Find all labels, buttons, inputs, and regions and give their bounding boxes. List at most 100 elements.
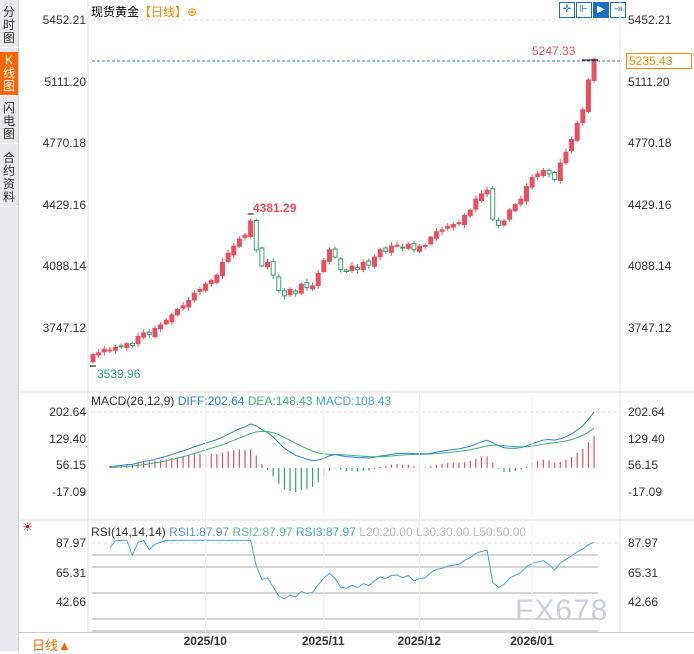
macd-axis-label-right: 56.15: [628, 458, 659, 473]
rsi-axis-label: 65.31: [55, 565, 86, 580]
candle-body: [552, 171, 558, 180]
jump-to-end-icon[interactable]: ⇥: [610, 2, 626, 18]
candle-body: [180, 305, 186, 309]
candle-body: [383, 247, 389, 253]
macd-axis-label-right: 129.40: [628, 431, 665, 446]
candle-body: [242, 234, 248, 239]
macd-axis-label: 56.15: [55, 458, 86, 473]
candle-body: [118, 345, 124, 348]
price-axis-label-right: 4429.16: [628, 197, 672, 212]
candle-body: [518, 198, 524, 205]
candle-body: [450, 224, 456, 228]
current-price-badge: 5235.43: [626, 53, 692, 69]
candle-body: [152, 327, 158, 338]
candle-body: [203, 283, 209, 291]
candle-body: [580, 109, 586, 124]
candle-body: [462, 214, 468, 226]
price-axis-label-right: 5111.20: [628, 74, 670, 89]
price-axis-label: 4088.14: [42, 259, 86, 274]
candle-body: [310, 285, 316, 290]
candle-body: [214, 274, 220, 283]
candle-body: [141, 332, 147, 338]
candle-body: [304, 282, 310, 289]
candle-body: [163, 319, 169, 325]
x-axis-label: 2025/11: [301, 634, 345, 648]
candle-body: [219, 261, 225, 276]
tab-flash[interactable]: 闪电图: [0, 100, 18, 144]
candle-body: [276, 276, 282, 291]
candle-body: [439, 229, 445, 232]
candle-body: [338, 258, 344, 271]
candle-body: [467, 209, 473, 217]
footer-bar: 日线▲: [18, 632, 694, 653]
candle-body: [355, 267, 361, 271]
candle-body: [169, 314, 175, 323]
candle-body: [417, 245, 423, 252]
candle-body: [197, 289, 203, 292]
candle-body: [287, 289, 293, 296]
candle-body: [490, 188, 496, 220]
rsi-legend: RSI(14,14,14) RSI1:87.97 RSI2:87.97 RSI3…: [91, 525, 527, 539]
rsi-axis-label-right: 42.66: [628, 595, 659, 609]
tab-kline[interactable]: K线图: [0, 52, 18, 96]
candle-body: [557, 162, 563, 181]
candle-body: [569, 139, 575, 151]
tab-timeshare[interactable]: 分时图: [0, 4, 18, 48]
macd-axis-label: 202.64: [49, 405, 86, 419]
candle-body: [129, 342, 135, 347]
period-selector[interactable]: 日线▲: [32, 638, 71, 653]
price-axis-label: 5452.21: [42, 13, 86, 27]
candle-body: [174, 308, 180, 316]
x-axis-label: 2025/12: [397, 634, 441, 648]
price-axis-label-right: 4088.14: [628, 259, 672, 274]
x-axis-label: 2026/01: [510, 634, 554, 648]
macd-axis-label: -17.09: [51, 485, 86, 499]
candle-body: [293, 290, 299, 294]
rsi-axis-label: 42.66: [55, 595, 86, 609]
price-axis-label: 4770.18: [42, 136, 86, 151]
price-axis-label-right: 5452.21: [628, 13, 672, 27]
zoom-in-icon[interactable]: ▶: [593, 2, 609, 18]
price-axis-label-right: 3747.12: [628, 321, 672, 335]
candle-body: [411, 242, 417, 251]
candle-body: [495, 219, 501, 226]
candle-body: [394, 244, 400, 247]
circle-plus-icon[interactable]: ⊕: [187, 5, 198, 19]
rsi-axis-label-right: 87.97: [628, 536, 659, 550]
macd-axis-label-right: -17.09: [628, 485, 663, 499]
candle-body: [248, 220, 254, 237]
candle-body: [445, 225, 451, 229]
crosshair-icon[interactable]: ✛: [559, 2, 575, 18]
candle-body: [574, 122, 580, 141]
settings-sun-icon[interactable]: ☀: [22, 520, 33, 534]
candle-body: [591, 58, 597, 81]
macd-legend: MACD(26,12,9) DIFF:202.64 DEA:148.43 MAC…: [91, 394, 392, 408]
candle-body: [225, 252, 231, 262]
tab-contract-info[interactable]: 合约资料: [0, 150, 18, 207]
candle-body: [315, 272, 321, 287]
candle-body: [433, 231, 439, 239]
candle-body: [563, 151, 569, 164]
dea-line: [109, 427, 595, 468]
candle-body: [101, 348, 107, 353]
page-title: 现货黄金【日线】⊕: [91, 5, 198, 19]
candle-body: [208, 280, 214, 284]
macd-axis-label-right: 202.64: [628, 405, 665, 419]
x-axis-label: 2025/10: [183, 634, 227, 648]
candle-body: [372, 256, 377, 267]
candle-body: [535, 173, 541, 177]
low-label: 3539.96: [97, 367, 141, 381]
candle-body: [349, 265, 355, 271]
candle-body: [585, 79, 591, 113]
candle-body: [388, 245, 394, 253]
candle-body: [512, 204, 518, 212]
candle-body: [107, 349, 113, 352]
fit-range-icon[interactable]: ⊩: [576, 2, 592, 18]
candle-body: [478, 193, 484, 202]
candle-body: [360, 261, 366, 271]
sidebar: 分时图 K线图 闪电图 合约资料: [0, 0, 19, 651]
candle-body: [253, 220, 259, 251]
period-label: 【日线】: [139, 5, 188, 19]
candle-body: [186, 299, 192, 308]
